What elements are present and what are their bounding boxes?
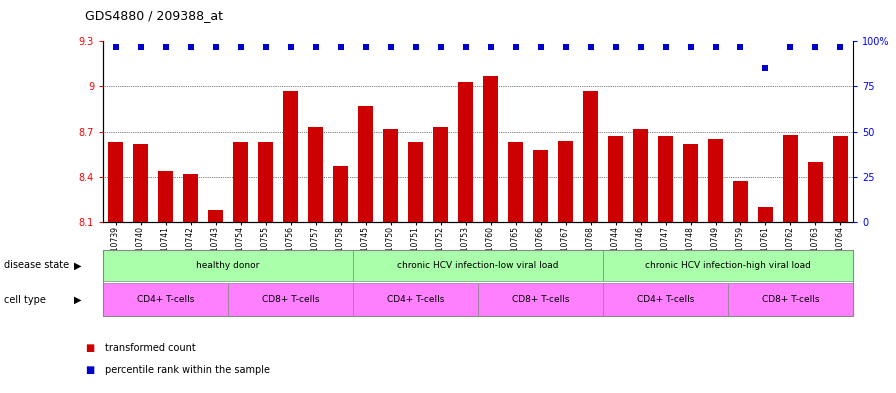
- Bar: [158, 171, 173, 222]
- Point: [209, 44, 223, 50]
- Bar: [358, 106, 373, 222]
- Bar: [258, 142, 273, 222]
- Point: [233, 44, 247, 50]
- Bar: [558, 141, 573, 222]
- Point: [434, 44, 448, 50]
- Point: [333, 44, 348, 50]
- Point: [558, 44, 573, 50]
- Text: transformed count: transformed count: [105, 343, 195, 353]
- Text: CD4+ T-cells: CD4+ T-cells: [137, 295, 194, 304]
- Bar: [608, 136, 623, 222]
- Text: chronic HCV infection-high viral load: chronic HCV infection-high viral load: [645, 261, 811, 270]
- Text: CD4+ T-cells: CD4+ T-cells: [637, 295, 694, 304]
- Text: ▶: ▶: [74, 295, 82, 305]
- Text: CD8+ T-cells: CD8+ T-cells: [262, 295, 319, 304]
- Point: [483, 44, 497, 50]
- Point: [533, 44, 547, 50]
- Text: healthy donor: healthy donor: [196, 261, 260, 270]
- Point: [833, 44, 848, 50]
- Bar: [758, 207, 773, 222]
- Bar: [458, 82, 473, 222]
- Bar: [508, 142, 523, 222]
- Bar: [533, 150, 548, 222]
- Bar: [433, 127, 448, 222]
- Point: [459, 44, 473, 50]
- Point: [258, 44, 272, 50]
- Bar: [108, 142, 123, 222]
- Point: [159, 44, 173, 50]
- Point: [758, 65, 772, 72]
- Point: [108, 44, 123, 50]
- Bar: [583, 91, 598, 222]
- Text: ■: ■: [85, 343, 94, 353]
- Text: ▶: ▶: [74, 260, 82, 270]
- Point: [659, 44, 673, 50]
- Text: chronic HCV infection-low viral load: chronic HCV infection-low viral load: [397, 261, 559, 270]
- Point: [383, 44, 398, 50]
- Point: [358, 44, 373, 50]
- Bar: [683, 144, 698, 222]
- Bar: [383, 129, 398, 222]
- Bar: [233, 142, 248, 222]
- Point: [684, 44, 698, 50]
- Point: [308, 44, 323, 50]
- Bar: [208, 210, 223, 222]
- Bar: [733, 182, 748, 222]
- Text: cell type: cell type: [4, 295, 47, 305]
- Point: [783, 44, 797, 50]
- Bar: [483, 76, 498, 222]
- Bar: [633, 129, 648, 222]
- Text: CD8+ T-cells: CD8+ T-cells: [512, 295, 569, 304]
- Point: [134, 44, 148, 50]
- Bar: [308, 127, 323, 222]
- Point: [633, 44, 648, 50]
- Text: ■: ■: [85, 365, 94, 375]
- Text: CD8+ T-cells: CD8+ T-cells: [762, 295, 819, 304]
- Point: [583, 44, 598, 50]
- Text: percentile rank within the sample: percentile rank within the sample: [105, 365, 270, 375]
- Text: GDS4880 / 209388_at: GDS4880 / 209388_at: [85, 9, 223, 22]
- Bar: [808, 162, 823, 222]
- Point: [733, 44, 747, 50]
- Text: disease state: disease state: [4, 260, 70, 270]
- Point: [508, 44, 522, 50]
- Bar: [408, 142, 423, 222]
- Point: [808, 44, 823, 50]
- Point: [283, 44, 297, 50]
- Bar: [183, 174, 198, 222]
- Text: CD4+ T-cells: CD4+ T-cells: [387, 295, 444, 304]
- Bar: [333, 166, 348, 222]
- Bar: [283, 91, 298, 222]
- Bar: [133, 144, 148, 222]
- Bar: [833, 136, 848, 222]
- Point: [184, 44, 198, 50]
- Point: [608, 44, 623, 50]
- Bar: [783, 135, 798, 222]
- Bar: [708, 139, 723, 222]
- Bar: [658, 136, 673, 222]
- Point: [709, 44, 723, 50]
- Point: [409, 44, 423, 50]
